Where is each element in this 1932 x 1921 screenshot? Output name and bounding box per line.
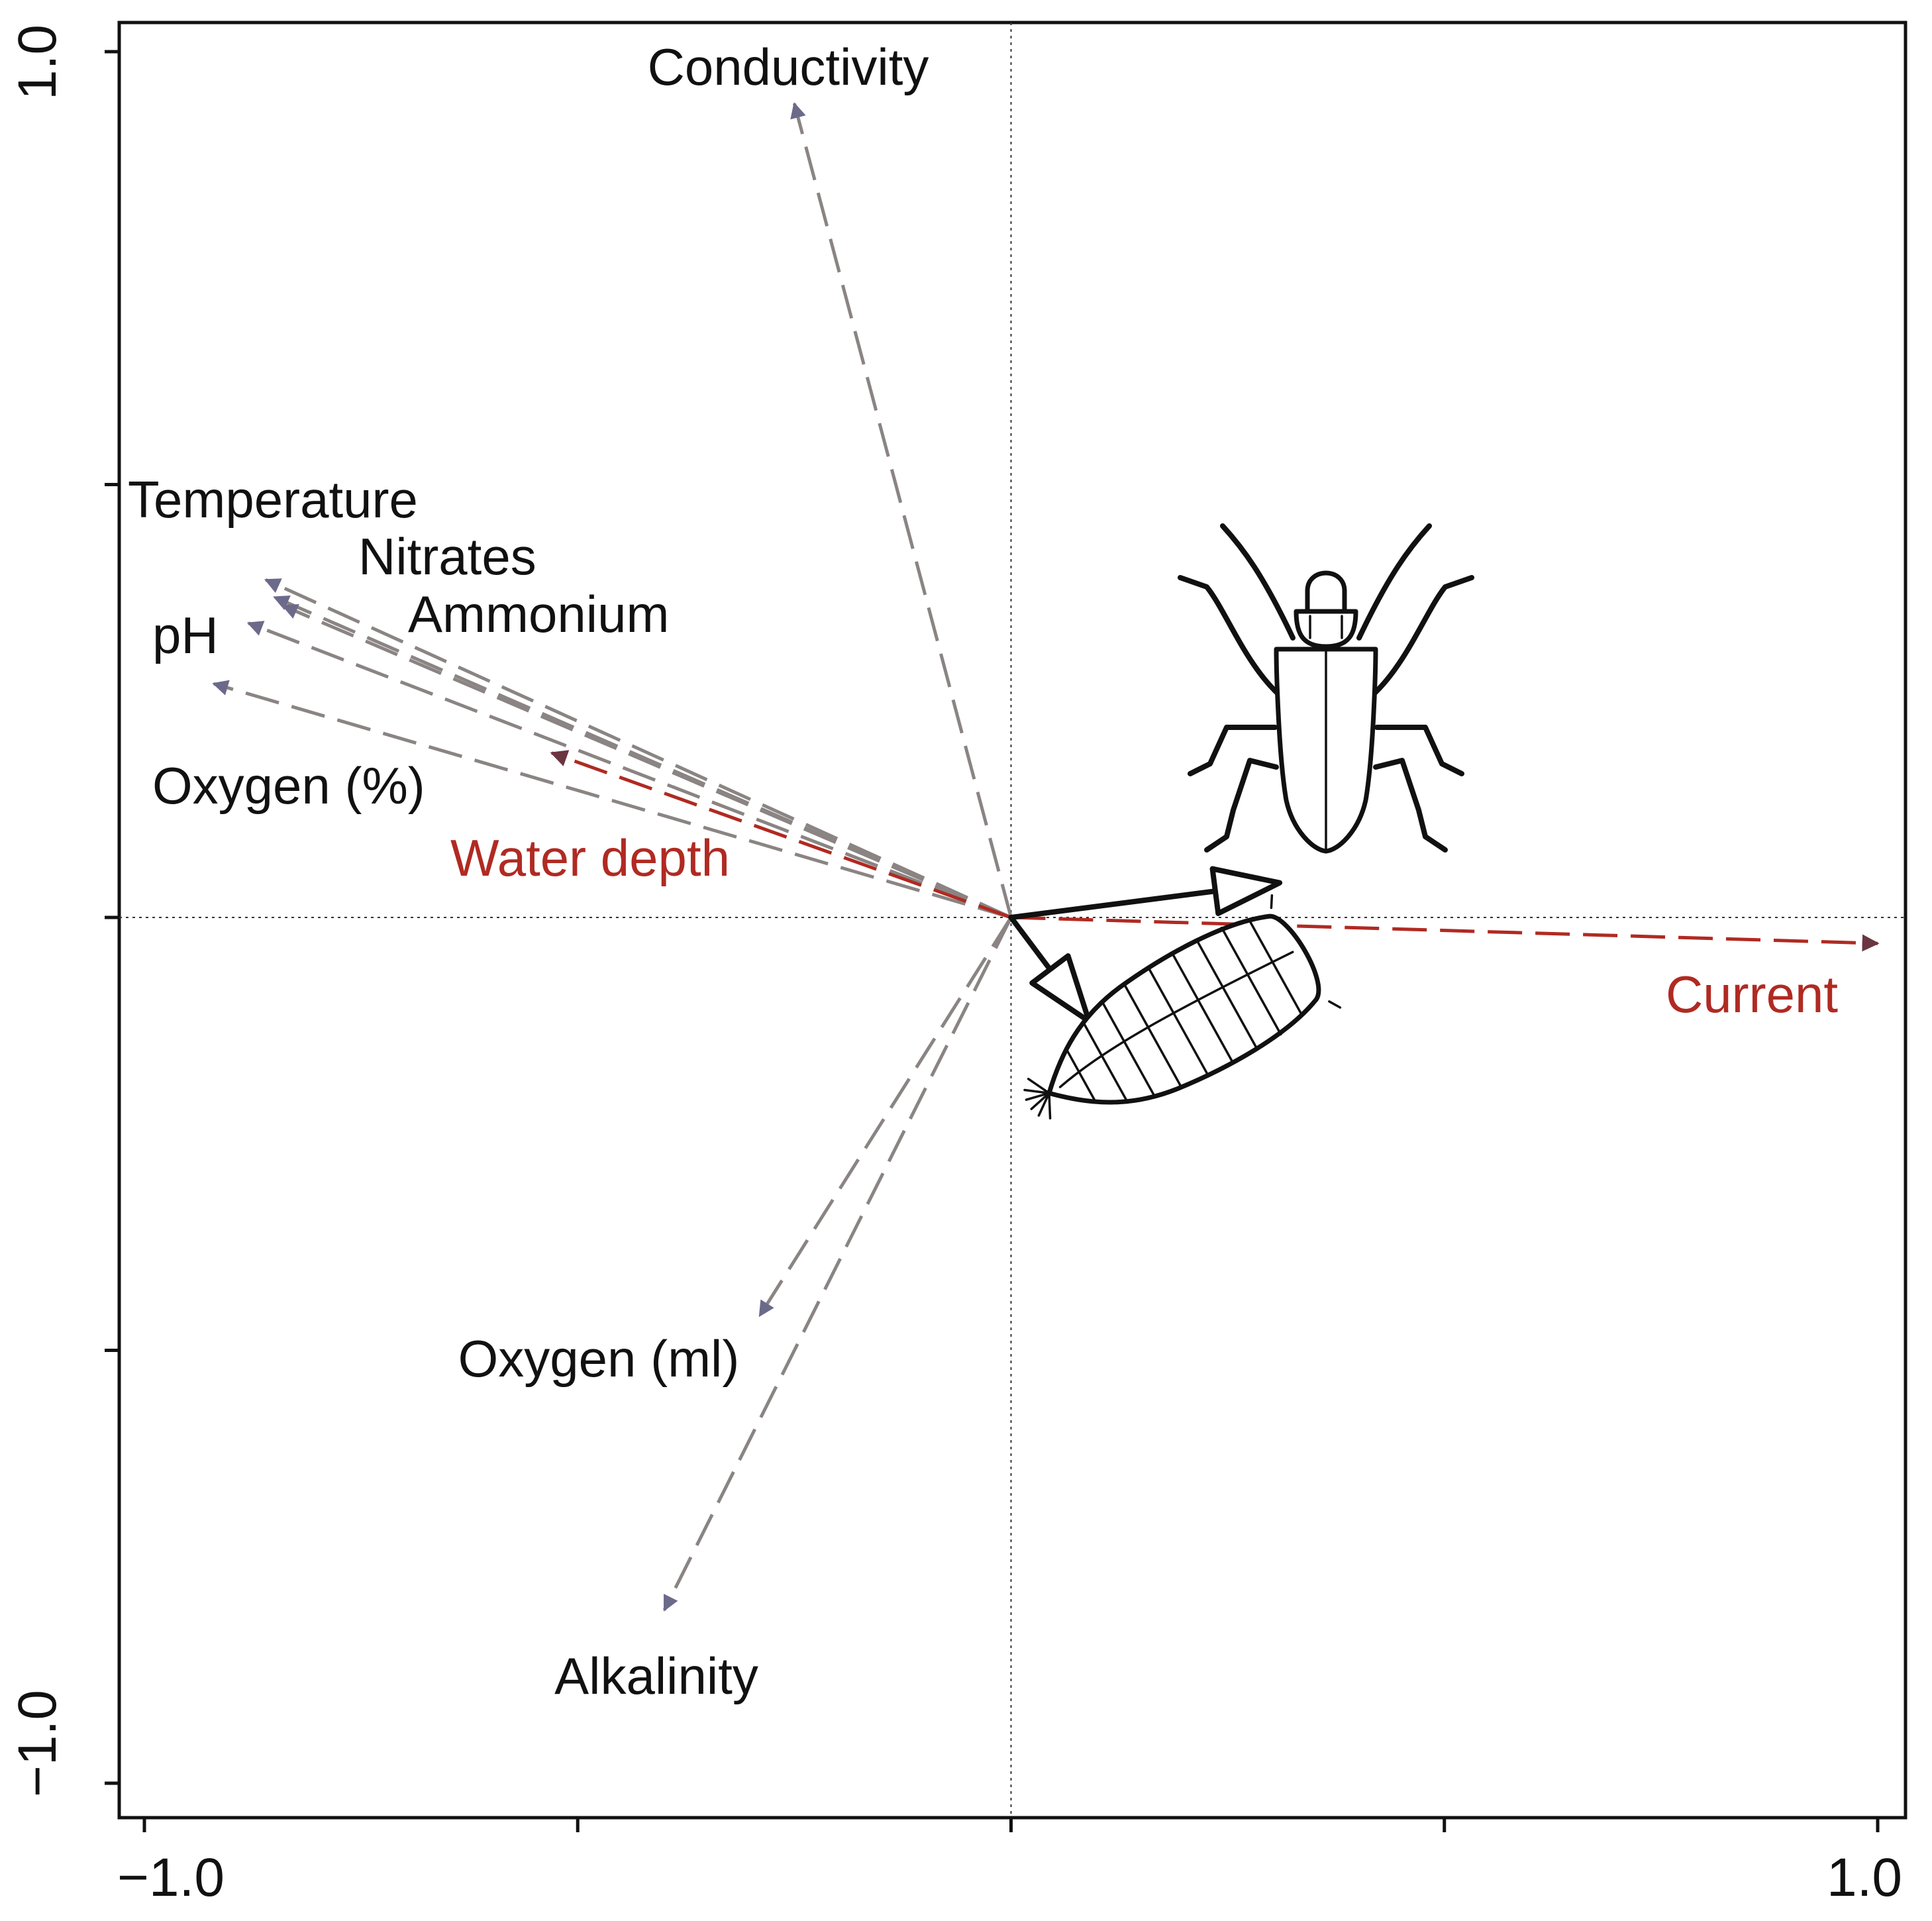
vector-oxygen <box>212 680 1012 919</box>
vector-oxygen-ml <box>758 916 1013 1318</box>
label-ph: pH <box>152 606 219 664</box>
x-tick-label-max: 1.0 <box>1827 1847 1902 1908</box>
label-conductivity: Conductivity <box>648 38 929 96</box>
axis-tick-labels: −1.0 1.0 1.0 −1.0 <box>7 25 1902 1908</box>
label-oxygen-percent: Oxygen (%) <box>152 756 425 815</box>
label-alkalinity: Alkalinity <box>554 1647 758 1705</box>
response-vectors <box>1008 866 1283 1024</box>
label-ammonium: Ammonium <box>408 585 669 643</box>
vector-conductivity <box>790 102 1013 918</box>
label-oxygen-ml: Oxygen (ml) <box>458 1329 740 1388</box>
vector-nitrates <box>273 596 1012 919</box>
environmental-vectors <box>212 102 1880 1612</box>
vector-alkalinity <box>662 916 1013 1612</box>
y-tick-label-max: 1.0 <box>7 25 68 100</box>
y-tick-label-min: −1.0 <box>7 1690 68 1797</box>
x-tick-label-min: −1.0 <box>117 1847 225 1908</box>
beetle-icon <box>1178 523 1474 854</box>
label-water-depth: Water depth <box>450 829 730 887</box>
axis-ticks <box>105 50 1880 1832</box>
vector-labels: Conductivity Temperature Nitrates Ammoni… <box>128 38 1838 1705</box>
vector-water-depth <box>550 750 1012 919</box>
vector-ammonium <box>281 603 1012 919</box>
zero-lines <box>119 23 1906 1818</box>
vector-ph <box>246 621 1012 919</box>
label-temperature: Temperature <box>128 470 418 529</box>
label-current: Current <box>1666 965 1838 1023</box>
vector-current <box>1011 915 1880 952</box>
label-nitrates: Nitrates <box>358 527 536 586</box>
vector-temperature <box>264 578 1012 919</box>
larva-icon <box>1023 894 1342 1119</box>
response-vector-larva <box>1008 915 1092 1024</box>
response-vector-adult-beetle <box>1008 866 1283 920</box>
